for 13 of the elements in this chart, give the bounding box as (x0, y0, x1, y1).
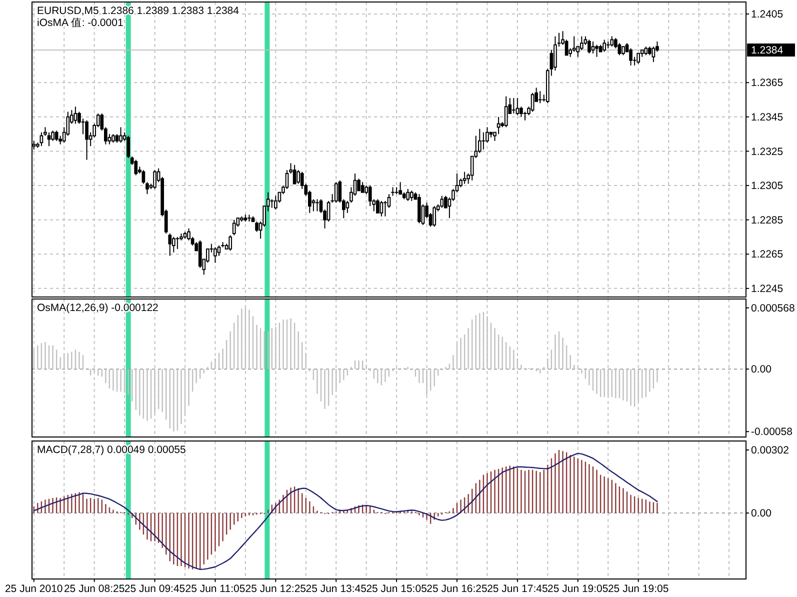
y-tick: 0.000568 (751, 302, 795, 314)
y-tick: 1.2405 (751, 8, 784, 21)
y-tick: 1.2285 (751, 214, 784, 226)
y-tick: 1.2345 (751, 112, 784, 124)
y-tick: 1.2365 (751, 77, 784, 90)
y-tick: -0.00058 (751, 426, 792, 438)
y-tick: 1.2325 (751, 146, 784, 158)
subtitle: iOsMA 值: -0.0001 (37, 17, 124, 29)
y-tick: 0.00 (751, 364, 772, 376)
y-tick: 1.2245 (751, 283, 784, 296)
ref-label: 1.2384 (751, 44, 784, 57)
y-tick: 1.2265 (751, 248, 784, 261)
y-tick: 1.2305 (751, 180, 784, 192)
